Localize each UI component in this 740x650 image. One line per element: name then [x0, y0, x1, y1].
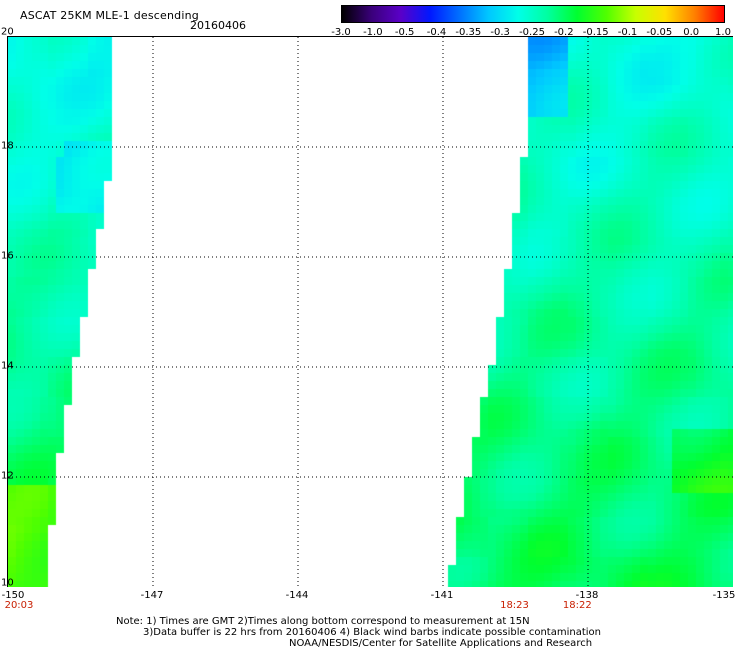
- colorbar-tick-label: -1.0: [363, 27, 383, 38]
- note-line-1: Note: 1) Times are GMT 2)Times along bot…: [116, 616, 530, 627]
- latitude-label: 20: [1, 26, 14, 38]
- map-grid: [8, 37, 733, 587]
- colorbar: [341, 5, 725, 23]
- colorbar-tick-label: 0.0: [683, 27, 700, 38]
- colorbar-tick-label: -0.15: [582, 27, 609, 38]
- colorbar-tick-label: -0.5: [394, 27, 415, 38]
- colorbar-tick-label: -3.0: [331, 27, 351, 38]
- colorbar-tick-label: -0.35: [455, 27, 482, 38]
- colorbar-tick-label: -0.3: [490, 27, 510, 38]
- longitude-label: -135: [712, 590, 736, 601]
- colorbar-tick-label: -0.25: [519, 27, 545, 38]
- pass-time-label: 18:23: [500, 600, 529, 611]
- colorbar-tick-label: -0.05: [646, 27, 673, 38]
- wind-field: [8, 37, 733, 587]
- pass-time-label: 18:22: [562, 600, 592, 611]
- pass-time-label: 20:03: [4, 600, 34, 611]
- note-line-2: 3)Data buffer is 22 hrs from 20160406 4)…: [143, 627, 601, 638]
- colorbar-tick-label: -0.2: [554, 27, 574, 38]
- longitude-label: -138: [575, 590, 599, 601]
- map-date: 20160406: [190, 19, 246, 32]
- longitude-label: -147: [140, 590, 164, 601]
- latitude-label: 16: [1, 250, 14, 262]
- map-title: ASCAT 25KM MLE-1 descending: [20, 9, 199, 22]
- colorbar-tick-label: 1.0: [715, 27, 731, 38]
- colorbar-tick-label: -0.4: [426, 27, 447, 38]
- map-plot: [7, 36, 733, 587]
- longitude-label: -150: [1, 590, 25, 601]
- longitude-label: -144: [285, 590, 309, 601]
- latitude-label: 18: [1, 140, 14, 152]
- latitude-label: 12: [1, 470, 14, 482]
- longitude-label: -141: [430, 590, 454, 601]
- latitude-label: 10: [1, 577, 14, 589]
- latitude-label: 14: [1, 360, 14, 372]
- note-line-3: NOAA/NESDIS/Center for Satellite Applica…: [289, 638, 593, 649]
- colorbar-tick-label: -0.1: [617, 27, 638, 38]
